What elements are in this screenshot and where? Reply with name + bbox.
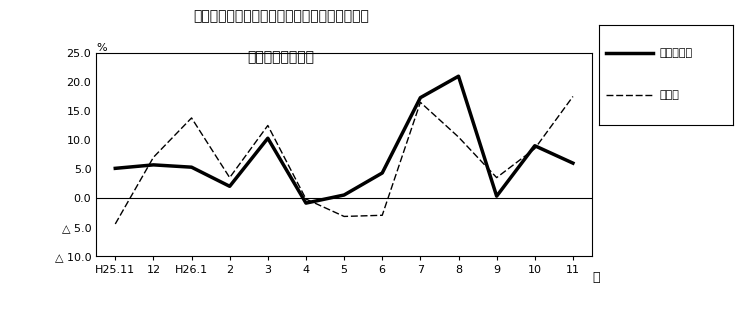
Text: %: % [96, 43, 107, 53]
Text: （規樯５人以上）: （規樯５人以上） [248, 50, 314, 64]
Text: 調査産業計: 調査産業計 [659, 48, 693, 58]
Text: 第２図　所定外労働時間　対前年同月比の推移: 第２図 所定外労働時間 対前年同月比の推移 [193, 9, 369, 23]
Text: 製造業: 製造業 [659, 90, 679, 100]
Text: 月: 月 [592, 271, 599, 285]
